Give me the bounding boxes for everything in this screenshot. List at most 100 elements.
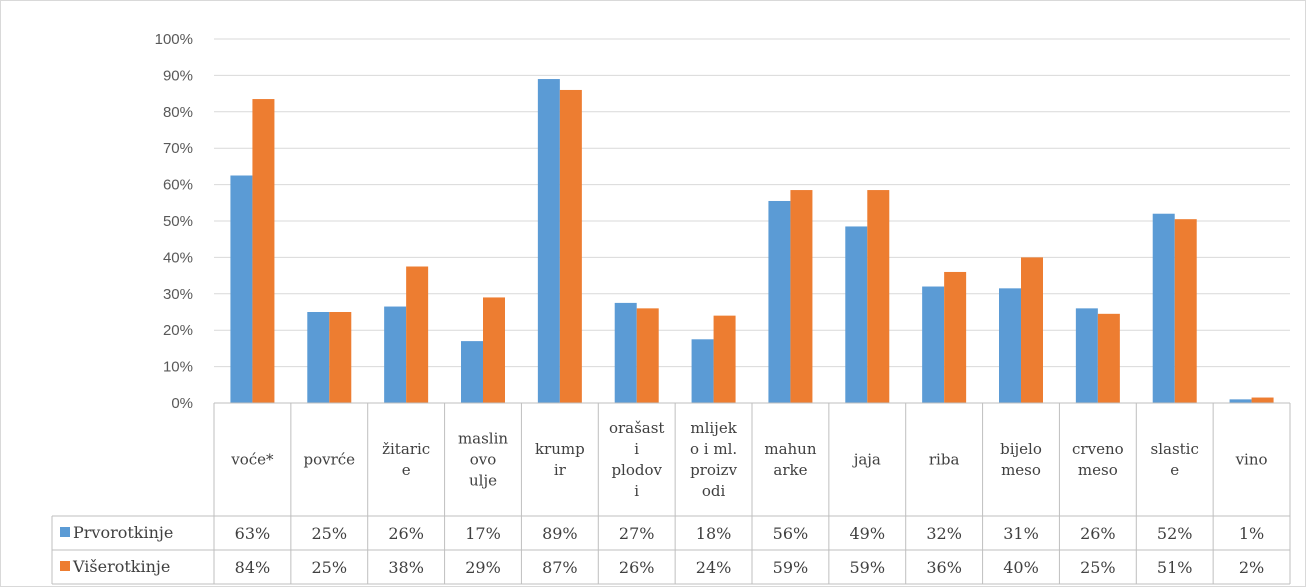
data-label: 2% — [1239, 558, 1264, 577]
category-label: i — [634, 440, 639, 458]
category-label: ulje — [469, 472, 497, 490]
y-tick-label: 50% — [163, 213, 193, 230]
data-label: 36% — [926, 558, 962, 577]
data-label: 25% — [312, 558, 348, 577]
category-label: proizv — [690, 461, 738, 479]
data-label: 87% — [542, 558, 578, 577]
data-label: 84% — [235, 558, 271, 577]
category-label: krump — [535, 440, 585, 458]
bar-viserotkinje — [252, 99, 275, 403]
bar-viserotkinje — [483, 297, 505, 403]
data-label: 17% — [465, 524, 501, 543]
category-label: slastic — [1151, 440, 1199, 458]
category-label: arke — [773, 461, 807, 479]
data-label: 51% — [1157, 558, 1193, 577]
bar-viserotkinje — [944, 271, 967, 403]
category-label: jaja — [852, 451, 881, 469]
category-label: meso — [1001, 461, 1041, 479]
category-label: i — [634, 482, 639, 500]
category-label: ovo — [470, 451, 497, 469]
category-label: odi — [702, 482, 726, 500]
data-label: 26% — [619, 558, 655, 577]
bar-prvorotkinje — [307, 312, 330, 403]
data-label: 59% — [773, 558, 809, 577]
data-label: 29% — [465, 558, 501, 577]
y-tick-label: 30% — [163, 286, 193, 303]
category-label: e — [1170, 461, 1179, 479]
data-label: 27% — [619, 524, 655, 543]
bar-viserotkinje — [1021, 257, 1043, 403]
bar-viserotkinje — [1097, 313, 1120, 403]
bar-prvorotkinje — [691, 339, 714, 403]
category-label: maslin — [458, 430, 508, 448]
bar-prvorotkinje — [537, 79, 560, 403]
bar-viserotkinje — [406, 266, 429, 403]
y-tick-label: 60% — [163, 177, 193, 194]
category-label: plodov — [611, 461, 662, 479]
y-tick-label: 40% — [163, 249, 193, 266]
bar-viserotkinje — [1251, 397, 1274, 403]
category-label: o i ml. — [690, 440, 737, 458]
y-tick-label: 90% — [163, 67, 193, 84]
data-label: 40% — [1003, 558, 1039, 577]
data-label: 1% — [1239, 524, 1264, 543]
data-label: 89% — [542, 524, 578, 543]
bar-viserotkinje — [559, 89, 582, 404]
data-label: 31% — [1003, 524, 1039, 543]
data-label: 26% — [388, 524, 424, 543]
data-label: 38% — [388, 558, 424, 577]
data-label: 25% — [1080, 558, 1116, 577]
legend-label: Višerotkinje — [72, 557, 170, 576]
bar-viserotkinje — [867, 190, 890, 403]
bar-viserotkinje — [329, 312, 352, 403]
category-label: e — [402, 461, 411, 479]
legend-label: Prvorotkinje — [73, 523, 173, 542]
data-label: 63% — [235, 524, 271, 543]
bar-prvorotkinje — [922, 286, 945, 403]
category-label: mahun — [764, 440, 816, 458]
bar-prvorotkinje — [461, 341, 483, 403]
data-label: 52% — [1157, 524, 1193, 543]
data-label: 26% — [1080, 524, 1116, 543]
bar-prvorotkinje — [768, 200, 791, 403]
bar-prvorotkinje — [999, 288, 1021, 403]
legend-key-prvorotkinje — [60, 527, 70, 537]
bar-prvorotkinje — [384, 306, 407, 403]
legend-key-viserotkinje — [60, 561, 70, 571]
bar-prvorotkinje — [614, 302, 637, 403]
data-label: 49% — [850, 524, 886, 543]
y-tick-label: 0% — [171, 395, 193, 412]
y-tick-label: 100% — [155, 31, 193, 48]
category-label: žitaric — [382, 440, 430, 458]
bar-prvorotkinje — [1152, 213, 1175, 403]
bar-viserotkinje — [790, 190, 813, 403]
data-label: 56% — [773, 524, 809, 543]
category-label: orašast — [609, 419, 665, 437]
category-label: vino — [1235, 451, 1268, 469]
category-label: mlijek — [690, 419, 737, 437]
category-label: crveno — [1072, 440, 1124, 458]
data-label: 59% — [850, 558, 886, 577]
y-tick-label: 20% — [163, 322, 193, 339]
data-label: 32% — [926, 524, 962, 543]
bar-viserotkinje — [636, 308, 659, 403]
y-tick-label: 70% — [163, 140, 193, 157]
category-label: riba — [929, 451, 960, 469]
bar-viserotkinje — [1174, 219, 1197, 403]
category-label: povrće — [304, 451, 356, 469]
y-tick-label: 80% — [163, 104, 193, 121]
bar-prvorotkinje — [1229, 399, 1252, 403]
data-label: 25% — [312, 524, 348, 543]
data-label: 18% — [696, 524, 732, 543]
category-label: ir — [554, 461, 567, 479]
bar-prvorotkinje — [1075, 308, 1098, 403]
bar-prvorotkinje — [845, 226, 868, 403]
y-tick-label: 10% — [163, 359, 193, 376]
category-label: bijelo — [1000, 440, 1042, 458]
category-label: voće* — [230, 451, 274, 469]
category-label: meso — [1078, 461, 1118, 479]
bar-viserotkinje — [713, 315, 736, 403]
bar-prvorotkinje — [230, 175, 253, 403]
data-label: 24% — [696, 558, 732, 577]
